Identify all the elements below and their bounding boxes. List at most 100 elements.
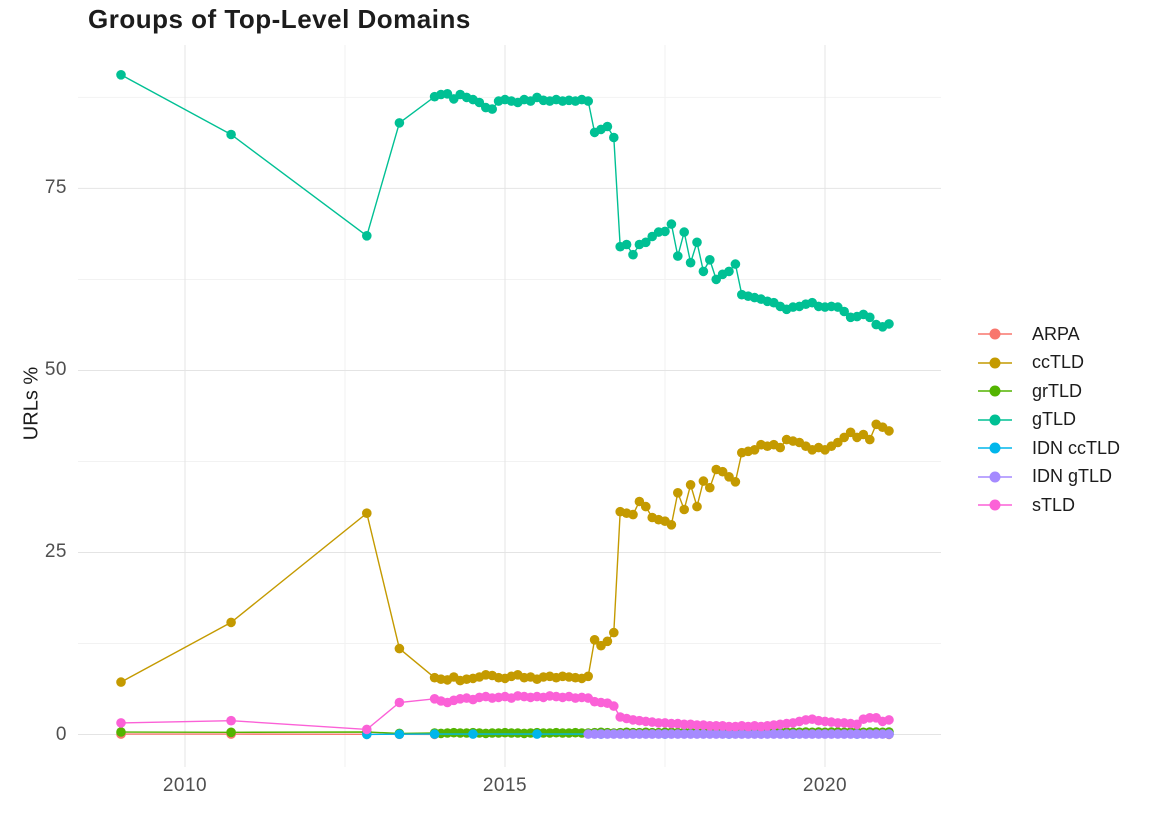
legend-item-cctld: ccTLD: [972, 349, 1120, 378]
data-point-stld: [852, 719, 862, 730]
data-point-gtld: [711, 274, 721, 285]
data-point-cctld: [609, 627, 619, 638]
data-point-cctld: [394, 643, 405, 654]
data-point-gtld: [698, 266, 709, 277]
data-point-cctld: [226, 617, 236, 628]
data-point-gtld: [660, 226, 670, 237]
x-tick-label: 2010: [162, 775, 208, 796]
legend-key-dot: [989, 499, 1001, 511]
legend-label: ccTLD: [1032, 352, 1085, 373]
y-tick-label: 25: [44, 541, 67, 563]
data-point-idn-cctld: [394, 729, 405, 739]
legend-item-idn-gtld: IDN gTLD: [972, 463, 1120, 492]
legend: ARPA ccTLD grTLD gTLD IDN ccTLD IDN gTLD sTLD: [972, 320, 1120, 520]
data-point-grtld: [226, 727, 236, 738]
data-point-cctld: [839, 432, 849, 443]
data-point-gtld: [730, 259, 741, 269]
data-point-cctld: [641, 501, 651, 512]
legend-label: IDN gTLD: [1032, 466, 1113, 487]
legend-label: IDN ccTLD: [1032, 437, 1121, 458]
data-point-gtld: [621, 239, 632, 250]
data-point-gtld: [724, 266, 734, 277]
legend-key-dot: [989, 328, 1001, 340]
data-point-gtld: [602, 121, 613, 132]
data-point-cctld: [775, 442, 785, 453]
data-point-cctld: [692, 501, 702, 512]
data-point-stld: [362, 724, 372, 735]
data-point-cctld: [583, 671, 593, 682]
data-point-gtld: [685, 257, 696, 268]
data-point-gtld: [641, 237, 651, 248]
legend-key-icon: [978, 357, 1012, 369]
data-point-cctld: [705, 482, 715, 493]
data-point-gtld: [474, 97, 485, 108]
data-point-stld: [116, 718, 126, 728]
data-point-cctld: [845, 427, 856, 438]
data-point-grtld: [116, 727, 126, 737]
data-point-cctld: [634, 496, 645, 507]
data-point-cctld: [730, 477, 741, 487]
data-point-cctld: [685, 480, 696, 490]
x-tick-label: 2015: [482, 775, 528, 796]
legend-label: grTLD: [1032, 380, 1083, 401]
data-point-cctld: [833, 437, 843, 448]
data-point-cctld: [116, 677, 126, 687]
data-point-gtld: [609, 132, 619, 143]
data-point-cctld: [628, 509, 638, 520]
gridlines: [78, 45, 941, 767]
data-point-gtld: [442, 89, 453, 99]
data-point-gtld: [226, 129, 236, 140]
data-point-cctld: [865, 434, 875, 445]
data-point-gtld: [705, 254, 715, 265]
legend-key-dot: [989, 414, 1001, 426]
legend-key-icon: [978, 499, 1012, 511]
legend-key-icon: [978, 328, 1012, 340]
data-point-cctld: [362, 508, 372, 518]
legend-item-arpa: ARPA: [972, 320, 1120, 349]
data-point-idn-cctld: [429, 729, 440, 739]
data-point-cctld: [717, 466, 728, 477]
legend-key-icon: [978, 442, 1012, 454]
y-tick-label: 75: [44, 177, 67, 199]
legend-item-grtld: grTLD: [972, 377, 1120, 406]
data-point-idn-cctld: [468, 729, 478, 739]
legend-key-dot: [989, 471, 1001, 483]
data-point-idn-cctld: [532, 729, 542, 739]
data-point-gtld: [884, 319, 894, 329]
plot-title: Groups of Top-Level Domains: [88, 4, 471, 34]
data-point-gtld: [666, 219, 677, 229]
legend-key-icon: [978, 414, 1012, 426]
data-point-cctld: [666, 520, 677, 530]
data-point-gtld: [362, 231, 372, 241]
data-point-gtld: [839, 306, 849, 317]
series-gtld: [116, 70, 894, 332]
data-point-cctld: [749, 445, 760, 455]
data-point-gtld: [487, 104, 498, 114]
data-point-stld: [226, 715, 236, 726]
data-point-cctld: [858, 429, 869, 440]
data-point-gtld: [673, 251, 683, 261]
x-tick-label: 2020: [802, 775, 848, 796]
data-point-gtld: [583, 96, 593, 106]
y-tick-label: 50: [44, 359, 67, 381]
data-point-gtld: [692, 237, 702, 248]
legend-item-idn-cctld: IDN ccTLD: [972, 434, 1120, 463]
y-tick-label: 0: [55, 723, 67, 745]
data-point-cctld: [589, 635, 600, 645]
data-point-idn-gtld: [884, 729, 894, 739]
y-axis-title: URLs %: [20, 366, 43, 441]
series-cctld: [116, 419, 894, 687]
series-idn-gtld: [583, 729, 894, 739]
data-point-cctld: [698, 476, 709, 486]
data-point-stld: [609, 701, 619, 711]
legend-label: sTLD: [1032, 494, 1076, 515]
data-point-stld: [884, 715, 894, 725]
data-point-gtld: [679, 227, 689, 237]
legend-label: gTLD: [1032, 409, 1077, 430]
data-point-gtld: [628, 249, 638, 260]
legend-key-icon: [978, 385, 1012, 397]
legend-key-dot: [989, 442, 1001, 454]
data-point-gtld: [116, 70, 126, 80]
legend-label: ARPA: [1032, 323, 1080, 344]
